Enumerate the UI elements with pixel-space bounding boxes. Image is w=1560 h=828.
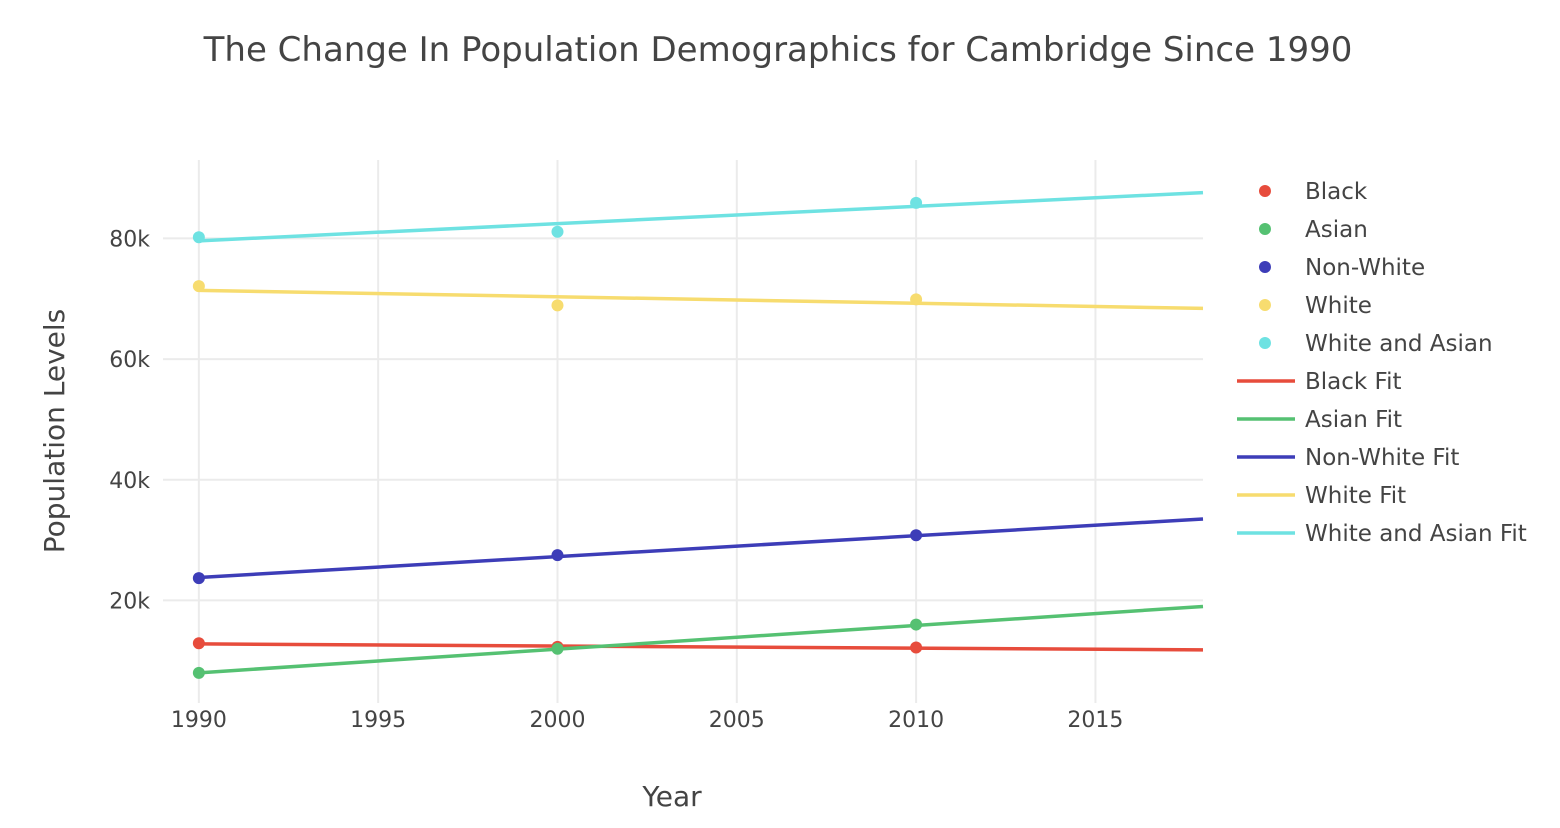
legend-label: Asian	[1305, 217, 1368, 243]
y-tick-label: 80k	[109, 227, 150, 252]
legend-item[interactable]: Non-White	[1259, 255, 1425, 281]
legend-label: Black	[1305, 179, 1368, 205]
data-point	[192, 572, 205, 585]
legend-item[interactable]: White Fit	[1237, 483, 1406, 509]
legend-label: Asian Fit	[1305, 407, 1402, 433]
fit-line	[198, 288, 1204, 311]
data-point	[192, 280, 205, 293]
legend-label: White Fit	[1305, 483, 1406, 509]
data-point	[910, 529, 923, 542]
legend-marker	[1259, 261, 1271, 273]
legend-label: White and Asian	[1305, 331, 1493, 357]
chart-title: The Change In Population Demographics fo…	[203, 30, 1353, 70]
x-tick-label: 2000	[529, 708, 585, 733]
fit-line	[198, 190, 1204, 243]
data-point	[551, 299, 564, 312]
legend-marker	[1259, 185, 1271, 197]
x-tick-label: 2010	[888, 708, 944, 733]
x-tick-label: 1990	[171, 708, 227, 733]
legend-label: White	[1305, 293, 1372, 319]
data-point	[910, 293, 923, 306]
data-point	[910, 641, 923, 654]
data-point	[910, 618, 923, 631]
legend[interactable]: Black Asian Non-White White White and Asian B…	[1237, 179, 1527, 547]
x-tick-label: 2005	[709, 708, 765, 733]
fit-line	[198, 642, 1204, 652]
y-tick-label: 60k	[109, 348, 150, 373]
legend-item[interactable]: Non-White Fit	[1237, 445, 1459, 471]
legend-item[interactable]: White and Asian	[1259, 331, 1493, 357]
x-axis-title: Year	[641, 780, 702, 813]
x-axis-ticks: 1990 1995 2000 2005 2010 2015	[171, 708, 1124, 733]
legend-label: Black Fit	[1305, 369, 1402, 395]
fit-lines	[198, 190, 1204, 675]
data-point	[551, 642, 564, 655]
data-points	[192, 196, 923, 679]
legend-item[interactable]: White	[1259, 293, 1372, 319]
legend-label: White and Asian Fit	[1305, 521, 1527, 547]
y-tick-label: 20k	[109, 589, 150, 614]
legend-marker	[1259, 299, 1271, 311]
gridlines	[163, 160, 1203, 703]
data-point	[551, 225, 564, 238]
data-point	[192, 231, 205, 244]
x-tick-label: 1995	[350, 708, 406, 733]
legend-label: Non-White Fit	[1305, 445, 1459, 471]
x-tick-label: 2015	[1067, 708, 1123, 733]
legend-item[interactable]: White and Asian Fit	[1237, 521, 1527, 547]
y-axis-title: Population Levels	[38, 309, 71, 554]
fit-line	[198, 517, 1204, 580]
legend-label: Non-White	[1305, 255, 1425, 281]
legend-item[interactable]: Asian	[1259, 217, 1368, 243]
data-point	[551, 549, 564, 562]
y-axis-ticks: 20k 40k 60k 80k	[109, 227, 150, 614]
legend-item[interactable]: Asian Fit	[1237, 407, 1402, 433]
data-point	[910, 196, 923, 209]
data-point	[192, 666, 205, 679]
legend-marker	[1259, 223, 1271, 235]
data-point	[192, 637, 205, 650]
y-tick-label: 40k	[109, 469, 150, 494]
legend-marker	[1259, 337, 1271, 349]
legend-item[interactable]: Black Fit	[1237, 369, 1402, 395]
legend-item[interactable]: Black	[1259, 179, 1368, 205]
fit-line	[198, 604, 1204, 675]
